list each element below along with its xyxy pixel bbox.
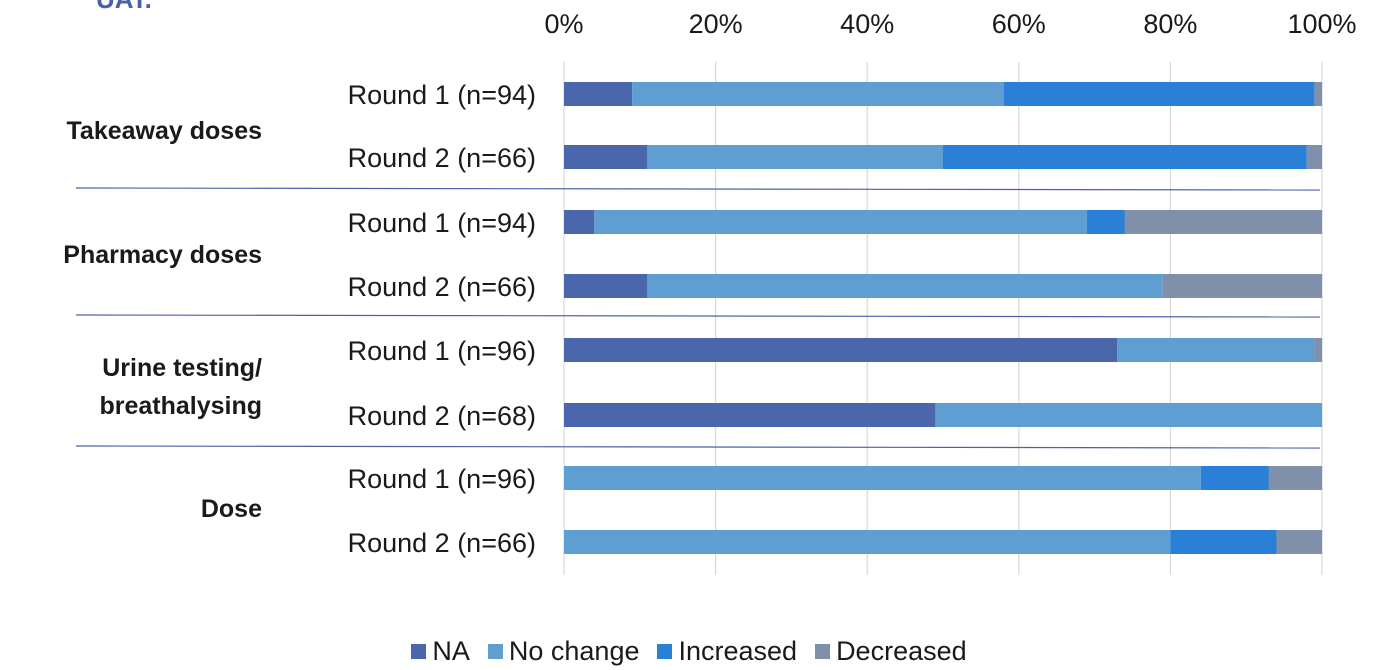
bar-segment-decreased bbox=[1268, 466, 1322, 490]
group-separator bbox=[75, 314, 1321, 318]
bar-segment-no-change bbox=[935, 403, 1322, 427]
bar-segment-decreased bbox=[1276, 530, 1322, 554]
bar-segment-increased bbox=[1170, 530, 1277, 554]
bar-segment-decreased bbox=[1314, 82, 1322, 106]
x-tick-label: 20% bbox=[689, 9, 743, 39]
category-label: Round 1 (n=94) bbox=[348, 80, 536, 110]
group-label: Dose bbox=[201, 495, 262, 523]
legend-label: NA bbox=[432, 636, 470, 666]
bar-segment-no-change bbox=[632, 82, 1004, 106]
bar-segment-increased bbox=[1087, 210, 1125, 234]
bar-segment-na bbox=[564, 274, 648, 298]
bar-segment-no-change bbox=[594, 210, 1088, 234]
bar-segment-na bbox=[564, 210, 595, 234]
category-label: Round 1 (n=96) bbox=[348, 464, 536, 494]
bar-segment-no-change bbox=[564, 466, 1201, 490]
group-label: Urine testing/ bbox=[102, 354, 262, 382]
bar-segment-decreased bbox=[1306, 145, 1322, 169]
legend-label: Decreased bbox=[836, 636, 967, 666]
group-separator bbox=[75, 445, 1321, 449]
bar-segment-no-change bbox=[564, 530, 1171, 554]
category-label: Round 2 (n=66) bbox=[348, 528, 536, 558]
chart-legend: NA No change Increased Decreased bbox=[0, 636, 1378, 667]
legend-swatch bbox=[815, 644, 831, 659]
bar-segment-na bbox=[564, 403, 936, 427]
category-label: Round 2 (n=66) bbox=[348, 143, 536, 173]
bar-segment-na bbox=[564, 338, 1118, 362]
category-label: Round 2 (n=66) bbox=[348, 272, 536, 302]
bar-segment-decreased bbox=[1314, 338, 1322, 362]
category-label: Round 1 (n=96) bbox=[348, 336, 536, 366]
bar-segment-no-change bbox=[1117, 338, 1315, 362]
bar-segment-increased bbox=[943, 145, 1307, 169]
legend-swatch bbox=[411, 644, 427, 659]
group-separator bbox=[75, 187, 1321, 191]
category-label: Round 2 (n=68) bbox=[348, 401, 536, 431]
bar-segment-no-change bbox=[647, 145, 943, 169]
x-tick-label: 60% bbox=[992, 9, 1046, 39]
group-label: Takeaway doses bbox=[67, 117, 262, 145]
x-tick-label: 100% bbox=[1287, 9, 1356, 39]
group-label: breathalysing bbox=[99, 392, 262, 420]
bar-segment-na bbox=[564, 82, 633, 106]
legend-label: Increased bbox=[678, 636, 798, 666]
bar-segment-decreased bbox=[1124, 210, 1322, 234]
bar-segment-na bbox=[564, 145, 648, 169]
x-tick-label: 80% bbox=[1143, 9, 1197, 39]
bar-segment-increased bbox=[1003, 82, 1315, 106]
legend-item: Decreased bbox=[815, 636, 967, 667]
x-tick-label: 40% bbox=[840, 9, 894, 39]
legend-item: NA bbox=[411, 636, 470, 667]
bar-segment-decreased bbox=[1162, 274, 1322, 298]
bar-segment-no-change bbox=[647, 274, 1163, 298]
category-label: Round 1 (n=94) bbox=[348, 208, 536, 238]
x-tick-label: 0% bbox=[544, 9, 583, 39]
legend-swatch bbox=[657, 644, 673, 659]
legend-item: No change bbox=[487, 636, 640, 667]
cut-off-title: UAT. bbox=[96, 0, 152, 15]
legend-swatch bbox=[487, 644, 503, 659]
bar-segment-increased bbox=[1200, 466, 1269, 490]
legend-label: No change bbox=[508, 636, 640, 666]
legend-item: Increased bbox=[657, 636, 797, 667]
group-label: Pharmacy doses bbox=[63, 241, 262, 269]
